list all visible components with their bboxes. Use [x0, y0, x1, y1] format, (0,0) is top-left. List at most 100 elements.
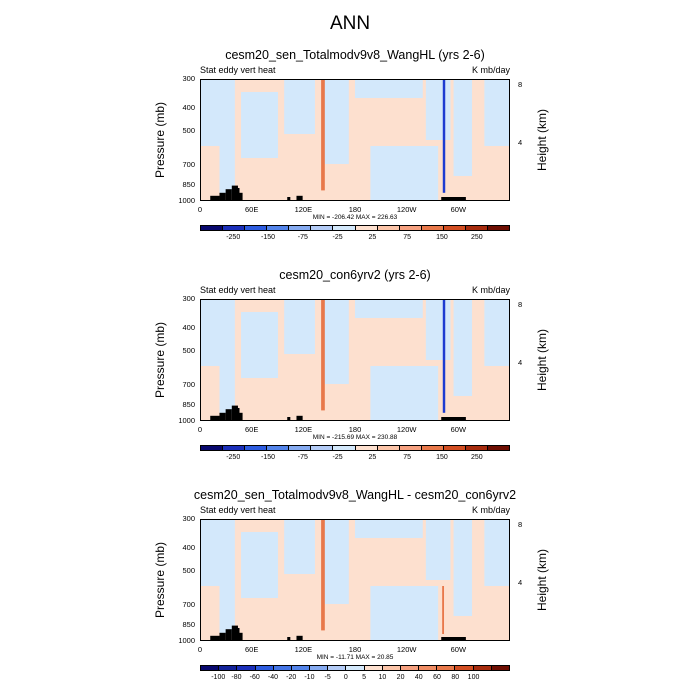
negative-region [219, 520, 235, 634]
right-string: K mb/day [471, 65, 510, 75]
topography [225, 409, 232, 420]
colorbar-segment [289, 446, 312, 450]
negative-region [370, 586, 439, 640]
negative-region [484, 520, 509, 586]
topography [210, 415, 220, 420]
topography [239, 632, 243, 640]
y-tick-label: 850 [182, 619, 195, 629]
x-tick-label: 180 [348, 645, 362, 654]
cold-column [442, 300, 446, 413]
colorbar-label: -150 [260, 454, 276, 461]
y-tick-label: 400 [182, 103, 195, 113]
topography [441, 417, 466, 420]
topography [287, 417, 291, 420]
y-tick-label: 700 [182, 159, 195, 169]
colorbar-segment [382, 666, 401, 670]
topography [210, 195, 220, 200]
colorbar-segment [419, 666, 438, 670]
x-tick-label: 0 [197, 645, 203, 654]
negative-region [355, 520, 423, 538]
x-tick-label: 120W [396, 645, 417, 654]
page-title: ANN [329, 13, 371, 34]
topography [231, 405, 238, 420]
colorbar-segment [245, 226, 268, 230]
y-tick-label: 850 [182, 179, 195, 189]
colorbar-label: -80 [231, 674, 242, 681]
y-tick-label: 700 [182, 379, 195, 389]
negative-region [453, 80, 473, 176]
y-tick-label: 500 [182, 125, 195, 135]
x-tick-label: 60W [450, 645, 467, 654]
negative-region [425, 300, 451, 360]
colorbar-segment [399, 226, 422, 230]
x-tick-label: 60E [244, 645, 259, 654]
contour-plot [200, 79, 510, 201]
colorbar-segment [219, 666, 238, 670]
colorbar-segment [473, 666, 492, 670]
colorbar-segment [223, 226, 246, 230]
negative-region [262, 556, 278, 592]
negative-region [284, 520, 315, 574]
topography [219, 412, 226, 420]
y-axis-label-right: Height (km) [535, 549, 549, 612]
colorbar [200, 445, 510, 451]
negative-region [453, 520, 473, 616]
x-tick-label: 0 [197, 425, 203, 434]
colorbar-segment [273, 666, 292, 670]
colorbar-label: -100 [211, 674, 226, 681]
topography [231, 625, 238, 640]
y-tick-label: 850 [182, 399, 195, 409]
topography [296, 415, 303, 420]
colorbar-segment [201, 666, 220, 670]
topography [287, 197, 291, 200]
topography [225, 629, 232, 640]
colorbar-label: 10 [378, 674, 387, 681]
colorbar-segment [255, 666, 274, 670]
negative-region [425, 520, 451, 580]
negative-region [484, 80, 509, 146]
colorbar-label: 60 [433, 674, 441, 681]
hot-column [321, 80, 325, 191]
colorbar [200, 665, 510, 671]
colorbar-label: 250 [470, 454, 483, 461]
right-string: K mb/day [471, 285, 510, 295]
panel-title: cesm20_sen_Totalmodv9v8_WangHL (yrs 2-6) [225, 48, 485, 62]
colorbar-label: -40 [267, 674, 278, 681]
colorbar-label: 5 [362, 674, 367, 681]
colorbar-label: 75 [403, 234, 412, 241]
hot-column [321, 300, 325, 411]
colorbar-segment [223, 446, 246, 450]
min-max-label: MIN = -215.69 MAX = 230.88 [312, 434, 398, 441]
colorbar-label: 20 [396, 674, 405, 681]
colorbar-label: 80 [451, 674, 460, 681]
y-tick-label: 1000 [178, 196, 195, 205]
negative-region [219, 300, 235, 414]
negative-region [355, 300, 423, 318]
colorbar-label: -60 [249, 674, 260, 681]
y-axis-label-right: Height (km) [535, 109, 549, 172]
contour-field [201, 300, 509, 420]
topography [236, 628, 240, 640]
panel-title: cesm20_sen_Totalmodv9v8_WangHL - cesm20_… [193, 488, 517, 502]
colorbar-segment [400, 666, 420, 670]
colorbar-segment [333, 446, 356, 450]
topography [219, 632, 226, 640]
colorbar-label: -5 [324, 674, 331, 681]
negative-region [262, 336, 278, 372]
x-tick-label: 120E [294, 425, 313, 434]
negative-region [453, 300, 473, 396]
colorbar-label: -75 [297, 234, 308, 241]
colorbar-segment [421, 446, 444, 450]
contour-field [201, 520, 509, 640]
contour-plot [200, 519, 510, 641]
colorbar-segment [267, 446, 290, 450]
colorbar-label: -250 [226, 234, 241, 241]
colorbar-segment [364, 666, 383, 670]
colorbar-label: -250 [226, 454, 241, 461]
colorbar-segment [311, 226, 334, 230]
min-max-label: MIN = -206.42 MAX = 226.63 [312, 214, 398, 221]
colorbar-label: 0 [343, 674, 348, 681]
colorbar-label: -20 [286, 674, 297, 681]
colorbar-segment [237, 666, 256, 670]
y-tick-label-right: 8 [518, 300, 523, 310]
